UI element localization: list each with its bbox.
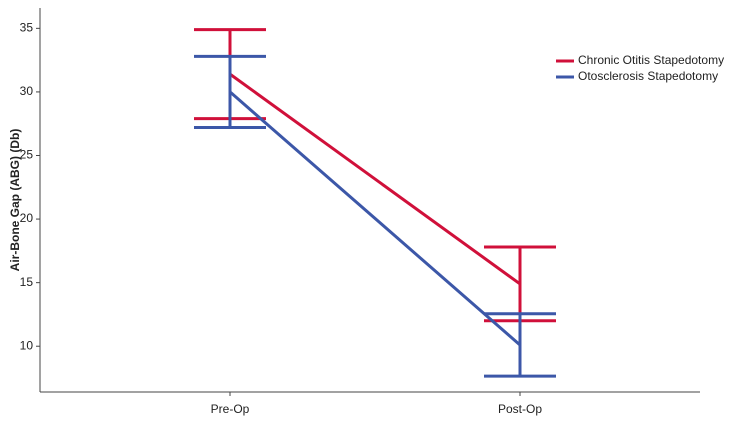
- y-tick-label: 15: [20, 275, 34, 289]
- legend-label: Otosclerosis Stapedotomy: [578, 69, 718, 83]
- y-axis-title: Air-Bone Gap (ABG) (Db): [8, 129, 22, 272]
- error-bar: [194, 54, 266, 130]
- y-tick-label: 10: [20, 338, 34, 352]
- error-bar: [484, 312, 556, 378]
- y-tick-label: 20: [20, 211, 34, 225]
- x-tick-label: Post-Op: [498, 402, 542, 416]
- y-tick-label: 35: [20, 21, 34, 35]
- y-tick-label: 30: [20, 84, 34, 98]
- x-tick-label: Pre-Op: [211, 402, 250, 416]
- legend-label: Chronic Otitis Stapedotomy: [578, 53, 724, 67]
- data-line: [229, 90, 521, 347]
- y-tick-label: 25: [20, 148, 34, 162]
- data-line: [229, 72, 521, 286]
